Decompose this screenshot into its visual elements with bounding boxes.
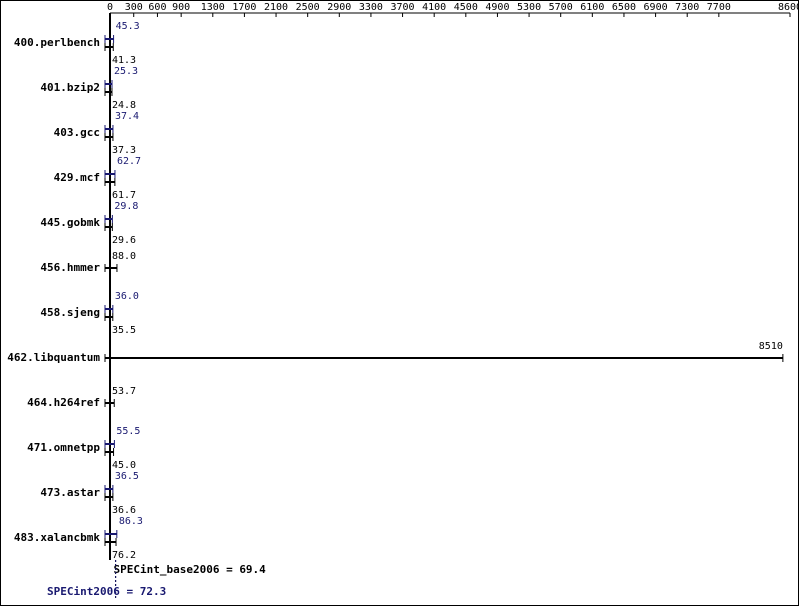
category-label: 458.sjeng [40, 306, 100, 319]
summary-label: SPECint2006 = 72.3 [47, 585, 166, 598]
x-tick-label: 3700 [391, 2, 415, 13]
x-tick-label: 5700 [549, 2, 573, 13]
x-tick-label: 5300 [517, 2, 541, 13]
bar [105, 402, 115, 404]
x-tick-label: 300 [125, 2, 143, 13]
category-label: 464.h264ref [27, 396, 100, 409]
value-label: 45.0 [112, 460, 136, 471]
x-tick-label: 2500 [296, 2, 320, 13]
category-label: 462.libquantum [7, 351, 100, 364]
bar [105, 173, 115, 175]
bar [105, 83, 113, 85]
bar [105, 533, 117, 535]
value-label: 29.6 [112, 235, 136, 246]
x-tick-label: 6500 [612, 2, 636, 13]
category-label: 429.mcf [54, 171, 100, 184]
category-label: 456.hmmer [40, 261, 100, 274]
bar [105, 357, 783, 359]
bar [105, 218, 113, 220]
bar [105, 46, 114, 48]
x-tick-label: 600 [148, 2, 166, 13]
category-label: 445.gobmk [40, 216, 100, 229]
x-tick-label: 3300 [359, 2, 383, 13]
bar [105, 451, 114, 453]
bar [105, 226, 113, 228]
bar [105, 496, 113, 498]
value-label: 41.3 [112, 55, 136, 66]
category-label: 401.bzip2 [40, 81, 100, 94]
value-label: 76.2 [112, 550, 136, 561]
value-label: 37.4 [115, 111, 139, 122]
bar [105, 541, 117, 543]
value-label: 45.3 [116, 21, 140, 32]
x-tick-label: 8600 [778, 2, 799, 13]
value-label: 35.5 [112, 325, 136, 336]
value-label: 86.3 [119, 516, 143, 527]
value-label: 25.3 [114, 66, 138, 77]
x-tick-label: 1700 [232, 2, 256, 13]
category-label: 473.astar [40, 486, 100, 499]
category-label: 403.gcc [54, 126, 100, 139]
value-label: 29.8 [114, 201, 138, 212]
x-tick-label: 4500 [454, 2, 478, 13]
value-label: 53.7 [112, 386, 136, 397]
bar [105, 308, 113, 310]
value-label: 61.7 [112, 190, 136, 201]
category-label: 483.xalancbmk [14, 531, 100, 544]
value-label: 37.3 [112, 145, 136, 156]
x-tick-label: 900 [172, 2, 190, 13]
bar [105, 38, 114, 40]
bar [105, 443, 115, 445]
x-tick-label: 6100 [580, 2, 604, 13]
bar [105, 267, 117, 269]
bar [105, 91, 112, 93]
value-label: 36.5 [115, 471, 139, 482]
x-tick-label: 1300 [201, 2, 225, 13]
bar [105, 128, 113, 130]
value-label: 36.0 [115, 291, 139, 302]
x-tick-label: 2900 [327, 2, 351, 13]
category-label: 471.omnetpp [27, 441, 100, 454]
x-tick-label: 0 [107, 2, 113, 13]
value-label: 62.7 [117, 156, 141, 167]
bar [105, 136, 113, 138]
x-tick-label: 7700 [707, 2, 731, 13]
x-tick-label: 4100 [422, 2, 446, 13]
bar [105, 488, 113, 490]
value-label: 24.8 [112, 100, 136, 111]
bar [105, 316, 113, 318]
category-label: 400.perlbench [14, 36, 100, 49]
x-tick-label: 4900 [485, 2, 509, 13]
bar [105, 181, 115, 183]
x-tick-label: 7300 [675, 2, 699, 13]
value-label: 88.0 [112, 251, 136, 262]
x-tick-label: 6900 [644, 2, 668, 13]
summary-label: SPECint_base2006 = 69.4 [113, 563, 266, 576]
value-label: 36.6 [112, 505, 136, 516]
value-label: 55.5 [116, 426, 140, 437]
x-tick-label: 2100 [264, 2, 288, 13]
value-label: 8510 [759, 341, 783, 352]
